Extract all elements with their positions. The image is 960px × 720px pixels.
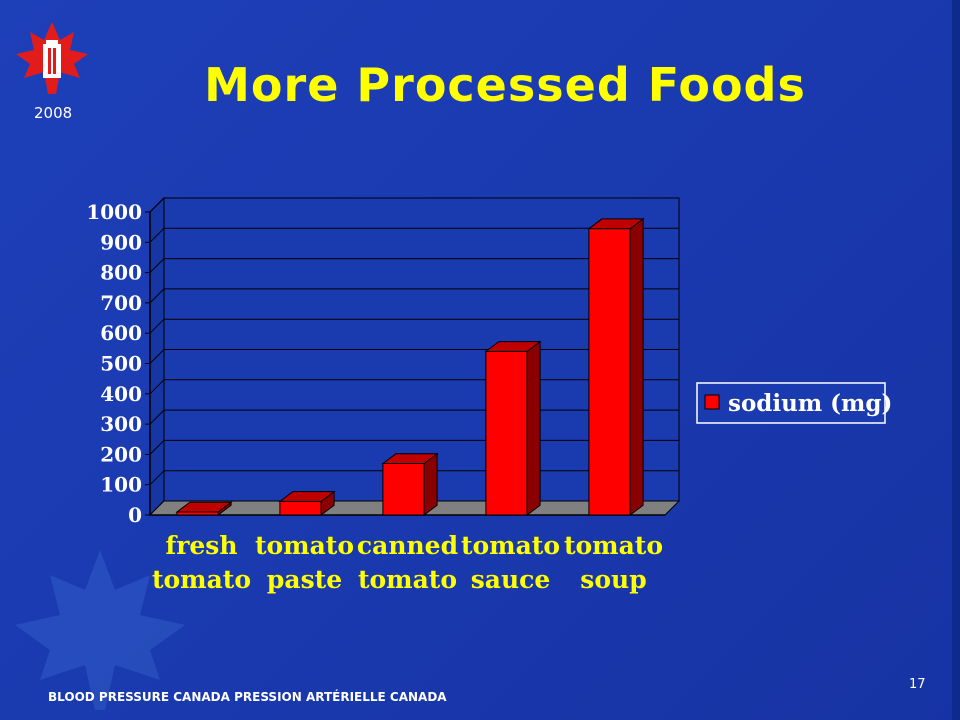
slide-edge-bar: [952, 0, 960, 720]
x-category-label: canned: [357, 531, 458, 560]
slide-year: 2008: [34, 104, 73, 122]
bar-top: [175, 501, 233, 513]
bar-side: [423, 452, 438, 516]
bar-top: [484, 341, 542, 352]
bar-top: [381, 453, 439, 464]
bar: [485, 350, 528, 516]
x-category-label: tomato: [152, 565, 251, 594]
x-category-label: paste: [267, 565, 342, 594]
gridline: [149, 258, 679, 273]
y-tick-label: 400: [100, 382, 142, 406]
x-category-label: soup: [580, 565, 646, 594]
y-tick-label: 200: [100, 442, 142, 466]
y-tick-label: 800: [100, 261, 142, 285]
x-category-label: sauce: [471, 565, 551, 594]
bar-side: [629, 217, 644, 516]
bar-top: [278, 491, 336, 502]
bar-top: [587, 218, 645, 230]
bar-side: [526, 340, 541, 516]
x-category-label: tomato: [564, 531, 663, 560]
x-category-label: fresh: [165, 531, 237, 560]
y-tick-label: 100: [100, 473, 142, 497]
bar: [588, 228, 631, 516]
blood-pressure-canada-logo-icon: [16, 22, 88, 94]
y-tick-label: 700: [100, 291, 142, 315]
y-tick-label: 300: [100, 412, 142, 436]
y-tick-label: 0: [128, 503, 142, 527]
page-number: 17: [909, 677, 926, 692]
x-category-label: tomato: [255, 531, 354, 560]
gridline: [149, 288, 679, 304]
gridline: [149, 318, 679, 334]
y-tick-label: 600: [100, 321, 142, 345]
x-category-label: tomato: [358, 565, 457, 594]
legend-box: [696, 382, 886, 424]
bar: [279, 500, 322, 516]
gridline: [149, 197, 679, 213]
footer-text: BLOOD PRESSURE CANADA PRESSION ARTÉRIELL…: [48, 690, 447, 704]
bar: [382, 462, 425, 516]
x-category-label: tomato: [461, 531, 560, 560]
legend-swatch: [704, 394, 720, 410]
maple-leaf-watermark-icon: [15, 550, 185, 710]
y-tick-label: 500: [100, 352, 142, 376]
slide-title: More Processed Foods: [204, 58, 806, 112]
legend-label: sodium (mg): [728, 390, 892, 417]
y-tick-label: 1000: [86, 200, 142, 224]
y-tick-label: 900: [100, 230, 142, 254]
gridline: [149, 227, 679, 243]
